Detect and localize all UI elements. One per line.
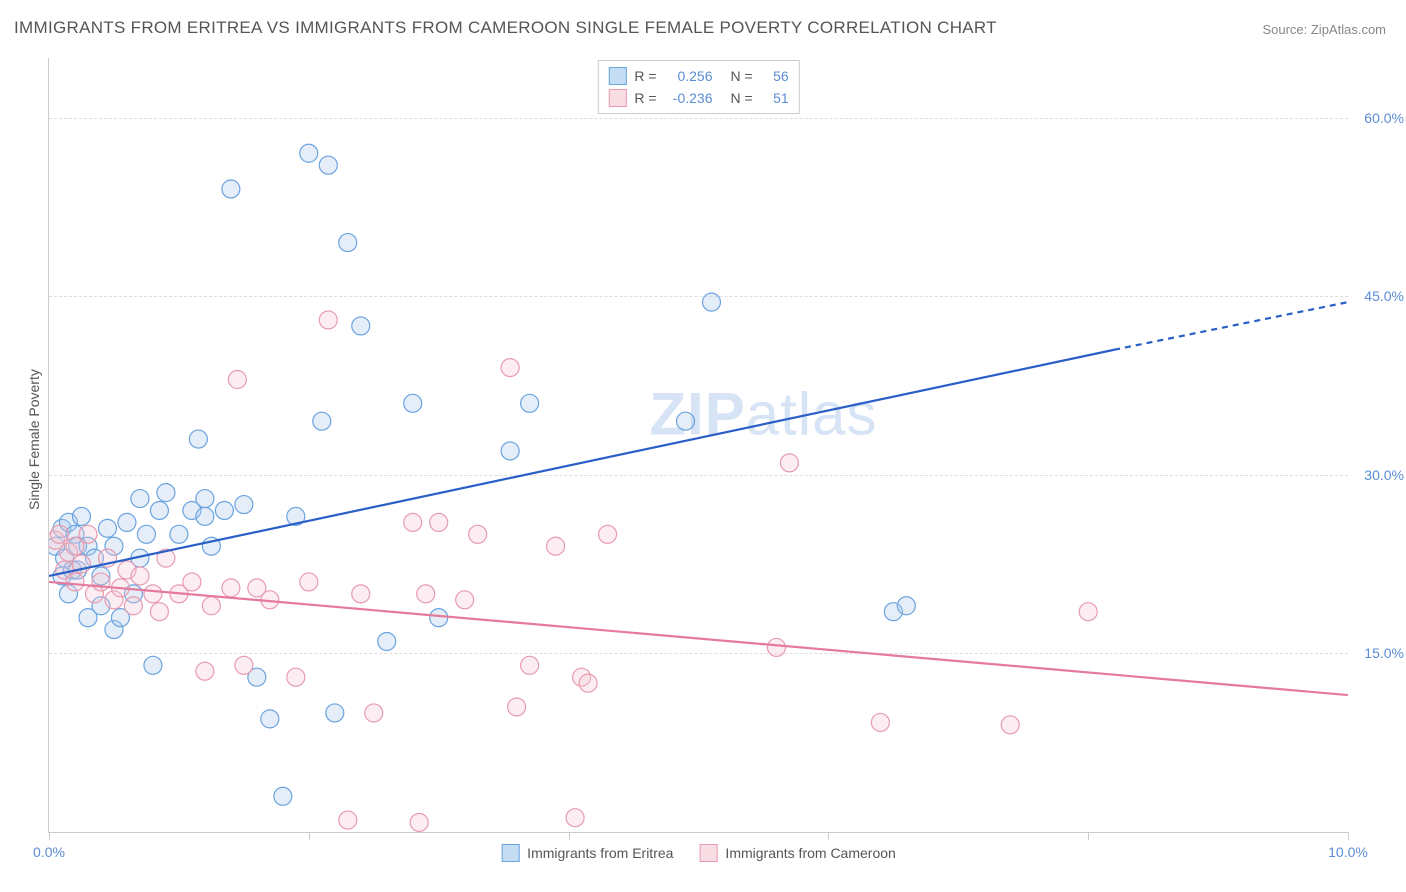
x-tick (1348, 832, 1349, 840)
legend-stats: R = 0.256 N = 56 R = -0.236 N = 51 (597, 60, 799, 114)
chart-title: IMMIGRANTS FROM ERITREA VS IMMIGRANTS FR… (14, 18, 997, 38)
legend-swatch-series-0 (608, 67, 626, 85)
x-tick (828, 832, 829, 840)
legend-series: Immigrants from Eritrea Immigrants from … (501, 844, 896, 862)
x-tick-label: 0.0% (33, 844, 65, 860)
legend-label-1: Immigrants from Cameroon (725, 845, 895, 861)
x-tick (569, 832, 570, 840)
legend-swatch-series-1 (608, 89, 626, 107)
legend-item-1: Immigrants from Cameroon (699, 844, 895, 862)
legend-r-value-1: -0.236 (665, 90, 713, 106)
y-tick-label: 60.0% (1364, 110, 1404, 126)
legend-swatch-series-1 (699, 844, 717, 862)
legend-n-value-0: 56 (761, 68, 789, 84)
legend-stats-row: R = -0.236 N = 51 (608, 87, 788, 109)
source-label: Source: ZipAtlas.com (1262, 22, 1386, 37)
legend-r-value-0: 0.256 (665, 68, 713, 84)
y-tick-label: 30.0% (1364, 467, 1404, 483)
x-tick-label: 10.0% (1328, 844, 1368, 860)
y-axis-label: Single Female Poverty (26, 369, 42, 510)
y-tick-label: 15.0% (1364, 645, 1404, 661)
y-tick-label: 45.0% (1364, 288, 1404, 304)
legend-r-label: R = (634, 90, 656, 106)
x-tick (49, 832, 50, 840)
legend-item-0: Immigrants from Eritrea (501, 844, 673, 862)
legend-r-label: R = (634, 68, 656, 84)
legend-n-label: N = (731, 90, 753, 106)
legend-label-0: Immigrants from Eritrea (527, 845, 673, 861)
x-tick (1088, 832, 1089, 840)
legend-n-label: N = (731, 68, 753, 84)
legend-swatch-series-0 (501, 844, 519, 862)
scatter-svg (49, 58, 1348, 832)
chart-plot-area: ZIPatlas R = 0.256 N = 56 R = -0.236 N =… (48, 58, 1348, 833)
legend-n-value-1: 51 (761, 90, 789, 106)
x-tick (309, 832, 310, 840)
legend-stats-row: R = 0.256 N = 56 (608, 65, 788, 87)
